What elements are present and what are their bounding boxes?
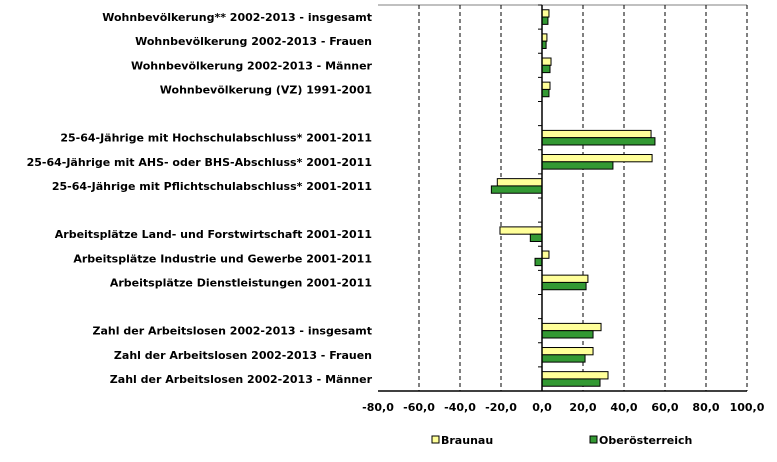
x-tick-label: 100,0 <box>730 401 765 414</box>
category-label: 25-64-Jährige mit AHS- oder BHS-Abschlus… <box>27 156 372 169</box>
bar-oberösterreich <box>534 257 543 267</box>
category-label: Wohnbevölkerung 2002-2013 - Frauen <box>135 35 372 48</box>
bar-braunau <box>541 371 609 380</box>
category-label: Arbeitsplätze Dienstleistungen 2001-2011 <box>110 276 372 289</box>
bar-braunau <box>499 226 543 235</box>
x-tick-label: -60,0 <box>403 401 435 414</box>
x-tick-label: 40,0 <box>610 401 637 414</box>
legend-swatch-1 <box>589 435 598 444</box>
bar-oberösterreich <box>541 64 551 74</box>
bar-braunau <box>541 250 550 259</box>
bar-braunau <box>496 178 543 187</box>
category-label: Zahl der Arbeitslosen 2002-2013 - Männer <box>110 373 373 386</box>
bar-oberösterreich <box>529 233 543 242</box>
legend-swatch-0 <box>431 435 440 444</box>
legend-label: Braunau <box>441 434 493 447</box>
category-label: Wohnbevölkerung** 2002-2013 - insgesamt <box>102 11 372 24</box>
category-label: Zahl der Arbeitslosen 2002-2013 - insges… <box>93 325 372 338</box>
bar-oberösterreich <box>541 378 601 387</box>
legend-label: Oberösterreich <box>599 434 692 447</box>
bar-braunau <box>541 81 551 90</box>
category-label: Arbeitsplätze Industrie und Gewerbe 2001… <box>73 252 372 265</box>
bar-braunau <box>541 9 550 18</box>
bar-braunau <box>541 322 602 332</box>
bar-braunau <box>541 57 552 66</box>
x-tick-label: -40,0 <box>444 401 476 414</box>
bar-oberösterreich <box>490 185 543 194</box>
bar-braunau <box>541 274 589 283</box>
category-label: Zahl der Arbeitslosen 2002-2013 - Frauen <box>114 349 372 362</box>
bar-oberösterreich <box>541 137 656 146</box>
bar-oberösterreich <box>541 330 594 339</box>
category-label: Wohnbevölkerung (VZ) 1991-2001 <box>160 83 372 96</box>
bar-braunau <box>541 154 653 163</box>
category-label: 25-64-Jährige mit Hochschulabschluss* 20… <box>60 132 372 145</box>
bar-oberösterreich <box>541 16 549 25</box>
x-tick-label: 80,0 <box>692 401 719 414</box>
bar-braunau <box>541 129 652 139</box>
bar-oberösterreich <box>541 354 586 363</box>
bar-braunau <box>541 347 594 356</box>
bar-oberösterreich <box>541 88 550 98</box>
bar-oberösterreich <box>541 281 587 291</box>
x-tick-label: 60,0 <box>651 401 678 414</box>
x-tick-label: 0,0 <box>532 401 552 414</box>
x-tick-label: 20,0 <box>569 401 596 414</box>
category-label: Arbeitsplätze Land- und Forstwirtschaft … <box>55 228 372 241</box>
category-label: 25-64-Jährige mit Pflichtschulabschluss*… <box>52 180 372 193</box>
x-tick-label: -20,0 <box>485 401 517 414</box>
bar-oberösterreich <box>541 161 614 170</box>
category-label: Wohnbevölkerung 2002-2013 - Männer <box>131 59 373 72</box>
x-tick-label: -80,0 <box>362 401 394 414</box>
